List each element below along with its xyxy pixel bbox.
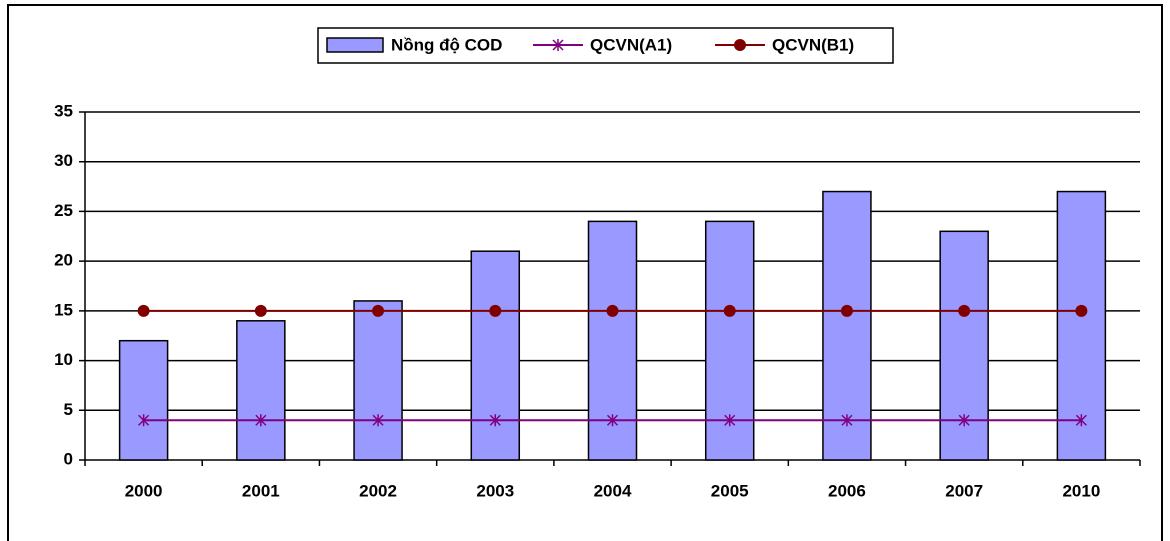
marker	[489, 414, 501, 427]
marker	[841, 414, 853, 427]
legend-label: QCVN(A1)	[590, 35, 672, 54]
marker	[958, 414, 970, 427]
marker	[1075, 304, 1088, 317]
x-tick-label: 2000	[125, 481, 163, 500]
marker	[255, 414, 267, 427]
y-tick-label: 30	[54, 151, 73, 170]
x-tick-label: 2005	[711, 481, 749, 500]
x-tick-label: 2007	[945, 481, 983, 500]
y-tick-label: 0	[64, 449, 73, 468]
y-tick-label: 15	[54, 300, 73, 319]
x-tick-label: 2010	[1062, 481, 1100, 500]
marker	[254, 304, 267, 317]
y-tick-label: 10	[54, 350, 73, 369]
marker	[606, 414, 619, 427]
marker	[958, 304, 971, 317]
y-tick-label: 20	[54, 251, 73, 270]
x-tick-label: 2004	[594, 481, 632, 500]
marker	[372, 414, 384, 427]
legend-swatch	[326, 37, 384, 53]
bar	[470, 250, 521, 461]
x-tick-label: 2003	[476, 481, 514, 500]
marker	[372, 304, 385, 317]
legend-label: Nồng độ COD	[391, 35, 502, 54]
marker	[606, 304, 619, 317]
x-tick-label: 2002	[359, 481, 397, 500]
marker	[489, 304, 502, 317]
legend-box	[317, 27, 894, 64]
x-tick-label: 2001	[242, 481, 280, 500]
marker	[138, 414, 150, 427]
marker	[1075, 414, 1087, 427]
bar	[236, 320, 286, 461]
marker	[137, 304, 150, 317]
y-tick-label: 35	[54, 101, 73, 120]
legend-marker	[552, 39, 564, 51]
x-tick-label: 2006	[828, 481, 866, 500]
y-tick-label: 5	[64, 400, 73, 419]
marker	[840, 304, 853, 317]
y-tick-label: 25	[54, 201, 73, 220]
bar	[118, 339, 169, 461]
marker	[723, 304, 736, 317]
marker	[724, 414, 736, 427]
bar	[353, 300, 403, 461]
legend-marker	[734, 39, 746, 51]
legend-label: QCVN(B1)	[772, 35, 854, 54]
